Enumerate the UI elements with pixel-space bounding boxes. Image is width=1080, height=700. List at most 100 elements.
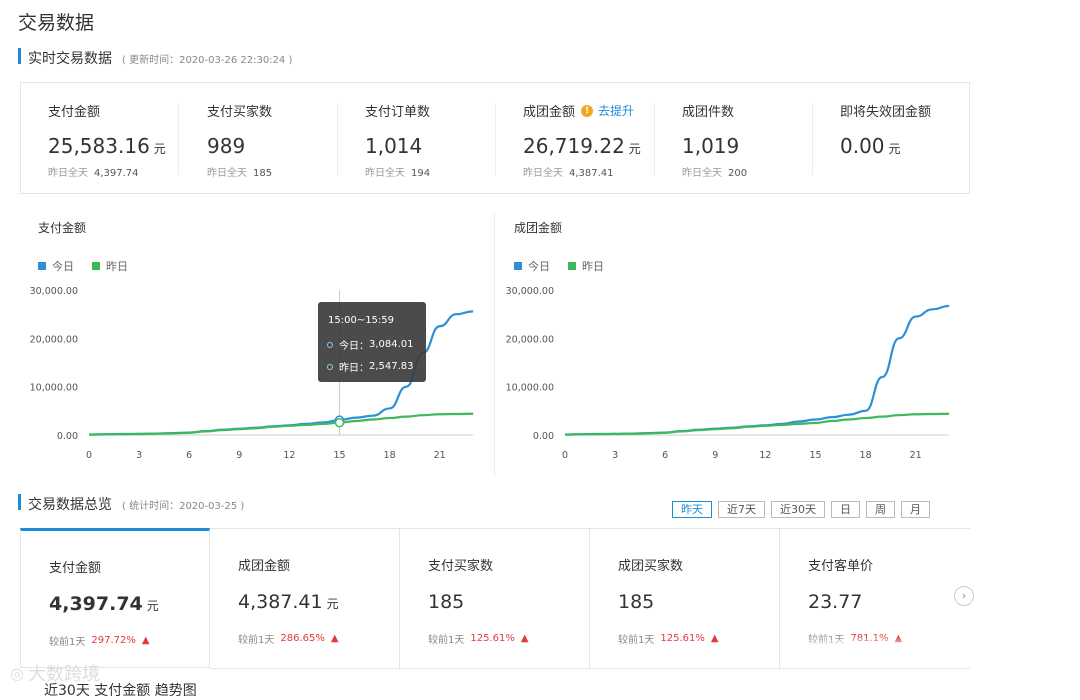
kpi-sub-value: 4,387.41 (569, 168, 614, 179)
chart-legend: 今日 昨日 (38, 258, 146, 274)
legend-label: 昨日 (582, 260, 604, 273)
tooltip-value: 2,547.83 (369, 361, 414, 372)
realtime-header: 实时交易数据 ( 更新时间：2020-03-26 22:30:24 ) (28, 48, 292, 68)
kpi-group-items: 成团件数 1,019 昨日全天 200 (682, 101, 840, 179)
kpi-sub-label: 昨日全天 (682, 168, 722, 179)
section-accent-bar (18, 48, 21, 64)
chart-divider (494, 214, 495, 476)
kpi-label: 支付买家数 (207, 105, 273, 120)
warning-icon: ! (581, 104, 594, 117)
x-tick-label: 12 (283, 450, 295, 461)
kpi-value: 25,583.16 (48, 134, 150, 158)
card-value: 4,397.74 (49, 593, 143, 615)
improve-link[interactable]: 去提升 (598, 104, 635, 118)
legend-yesterday[interactable]: 昨日 (568, 258, 604, 274)
kpi-value: 989 (207, 134, 246, 158)
tooltip-row-today: 今日： 3,084.01 (327, 337, 414, 352)
watermark-logo-icon: ◎ (10, 663, 24, 683)
next-arrow-button[interactable]: › (954, 586, 974, 606)
divider (495, 103, 496, 175)
update-time-note: ( 更新时间：2020-03-26 22:30:24 ) (122, 55, 293, 66)
tooltip-value: 3,084.01 (369, 339, 414, 350)
kpi-unit: 元 (628, 142, 641, 156)
y-tick-label: 20,000.00 (30, 334, 78, 345)
kpi-sub-value: 185 (253, 168, 273, 179)
x-tick-label: 18 (860, 450, 872, 461)
x-tick-label: 3 (136, 450, 142, 461)
x-tick-label: 21 (910, 450, 922, 461)
kpi-sub-value: 200 (728, 168, 748, 179)
tooltip-dot-today (327, 341, 333, 348)
kpi-value: 0.00 (840, 134, 885, 158)
range-selector: 昨天 近7天 近30天 日 周 月 (672, 501, 930, 518)
kpi-value: 26,719.22 (523, 134, 625, 158)
compare-label: 较前1天 (238, 635, 275, 646)
series-line-yesterday (88, 412, 474, 436)
legend-yesterday[interactable]: 昨日 (92, 258, 128, 274)
card-label: 成团买家数 (618, 559, 684, 574)
x-tick-label: 15 (333, 450, 345, 461)
range-day-button[interactable]: 日 (831, 501, 860, 518)
overview-title: 交易数据总览 (28, 497, 112, 513)
legend-swatch-today (38, 262, 46, 270)
compare-label: 较前1天 (428, 635, 465, 646)
realtime-title: 实时交易数据 (28, 51, 112, 67)
overview-card-group-buyers[interactable]: 成团买家数 185 较前1天 125.61% ▲ (590, 529, 780, 669)
kpi-value: 1,019 (682, 134, 740, 158)
overview-card-group-amount[interactable]: 成团金额 4,387.41 元 较前1天 286.65% ▲ (210, 529, 400, 669)
legend-today[interactable]: 今日 (38, 258, 74, 274)
card-unit: 元 (146, 599, 159, 613)
kpi-buyers: 支付买家数 989 昨日全天 185 (207, 101, 365, 179)
kpi-sub-value: 194 (411, 168, 431, 179)
fade-overlay (780, 636, 980, 668)
x-tick-label: 3 (612, 450, 618, 461)
realtime-kpi-panel: 支付金额 25,583.16 元 昨日全天 4,397.74 支付买家数 989 昨… (20, 82, 970, 194)
card-label: 成团金额 (238, 559, 291, 574)
kpi-expiring-amount: 即将失效团金额 0.00 元 (840, 101, 968, 158)
x-tick-label: 9 (712, 450, 718, 461)
card-label: 支付买家数 (428, 559, 494, 574)
kpi-label: 支付金额 (48, 105, 101, 120)
range-month-button[interactable]: 月 (901, 501, 930, 518)
tooltip-label: 昨日： (339, 363, 369, 374)
y-tick-label: 0.00 (57, 431, 78, 442)
x-tick-label: 9 (236, 450, 242, 461)
overview-card-pay-amount[interactable]: 支付金额 4,397.74 元 较前1天 297.72% ▲ (20, 528, 210, 668)
chart-title-pay: 支付金额 (38, 221, 87, 235)
watermark: ◎ 大数跨境 (10, 660, 100, 686)
legend-swatch-yesterday (568, 262, 576, 270)
kpi-sub-value: 4,397.74 (94, 168, 139, 179)
chart-title-group: 成团金额 (514, 221, 563, 235)
range-30days-button[interactable]: 近30天 (771, 501, 825, 518)
x-tick-label: 18 (384, 450, 396, 461)
compare-label: 较前1天 (618, 635, 655, 646)
y-tick-label: 30,000.00 (30, 286, 78, 297)
card-value: 4,387.41 (238, 591, 323, 613)
range-week-button[interactable]: 周 (866, 501, 895, 518)
compare-pct: 125.61% (470, 633, 515, 644)
legend-today[interactable]: 今日 (514, 258, 550, 274)
legend-label: 昨日 (106, 260, 128, 273)
tooltip-dot-yesterday (327, 363, 333, 370)
x-tick-label: 15 (809, 450, 821, 461)
x-tick-label: 21 (434, 450, 446, 461)
range-7days-button[interactable]: 近7天 (718, 501, 765, 518)
chart-tooltip: 15:00~15:59 今日： 3,084.01 昨日： 2,547.83 (318, 302, 426, 382)
kpi-sub-label: 昨日全天 (365, 168, 405, 179)
kpi-sub-label: 昨日全天 (48, 168, 88, 179)
kpi-unit: 元 (153, 142, 166, 156)
arrow-up-icon: ▲ (141, 635, 150, 646)
kpi-value: 1,014 (365, 134, 423, 158)
card-unit: 元 (326, 597, 339, 611)
range-yesterday-button[interactable]: 昨天 (672, 501, 712, 518)
overview-card-buyers[interactable]: 支付买家数 185 较前1天 125.61% ▲ (400, 529, 590, 669)
stat-time-note: ( 统计时间：2020-03-25 ) (122, 501, 245, 512)
x-tick-label: 12 (759, 450, 771, 461)
chart-legend: 今日 昨日 (514, 258, 622, 274)
overview-header: 交易数据总览 ( 统计时间：2020-03-25 ) (28, 494, 244, 514)
divider (654, 103, 655, 175)
arrow-up-icon: ▲ (330, 633, 339, 644)
legend-swatch-yesterday (92, 262, 100, 270)
card-label: 支付金额 (49, 561, 102, 576)
tooltip-label: 今日： (339, 341, 369, 352)
